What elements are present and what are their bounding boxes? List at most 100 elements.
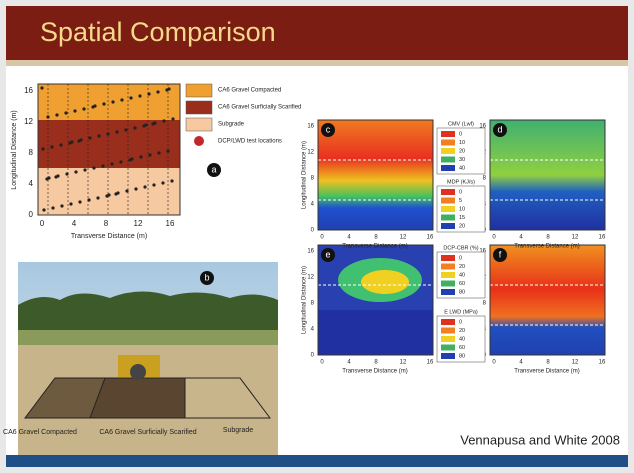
- test-location: [40, 86, 44, 90]
- section-subgrade: [184, 377, 271, 419]
- x-tick-label: 0: [492, 360, 496, 366]
- test-location: [166, 149, 170, 153]
- legend-item: 20: [459, 223, 465, 229]
- test-location: [50, 145, 54, 149]
- legend-swatch: [441, 223, 455, 229]
- test-location: [167, 87, 171, 91]
- test-location: [119, 160, 123, 164]
- panel-label: f: [499, 249, 502, 259]
- legend-swatch: [441, 280, 455, 287]
- panel-label: d: [497, 124, 502, 134]
- test-location: [87, 198, 91, 202]
- legend-title: MDP (KJ/s): [447, 179, 475, 185]
- legend-swatch: [441, 353, 455, 359]
- legend-swatch: [441, 156, 455, 163]
- y-tick-label: 8: [483, 176, 487, 182]
- test-location: [120, 98, 124, 102]
- x-axis-label: Transverse Distance (m): [514, 244, 579, 250]
- x-tick-label: 0: [320, 360, 324, 366]
- x-tick-label: 8: [104, 219, 109, 228]
- y-tick-label: 4: [29, 179, 34, 188]
- legend-item: 20: [459, 264, 465, 270]
- test-location: [55, 113, 59, 117]
- legend-swatch: [441, 255, 455, 261]
- y-tick-label: 0: [311, 228, 315, 234]
- photo-label: CA6 Gravel Surficially Scarified: [99, 429, 196, 436]
- test-location: [124, 128, 128, 132]
- y-axis-label: Longitudinal Distance (m): [11, 110, 18, 189]
- legend-item: 0: [459, 131, 462, 137]
- legend-label: DCP/LWD test locations: [218, 139, 282, 145]
- map-frame: [317, 244, 434, 356]
- test-location: [125, 189, 129, 193]
- legend-item: 40: [459, 165, 465, 171]
- layer-compacted: [38, 84, 180, 120]
- y-tick-label: 8: [483, 301, 487, 307]
- test-location: [106, 132, 110, 136]
- section-scarified: [89, 377, 196, 419]
- panel-badge: [493, 248, 507, 262]
- legend-swatch: [441, 139, 455, 146]
- x-axis-label: Transverse Distance (m): [342, 369, 407, 375]
- test-location: [152, 183, 156, 187]
- legend-swatch: [441, 289, 455, 295]
- roller-drum: [130, 364, 146, 380]
- map-d: [490, 120, 605, 230]
- legend-item: 40: [459, 336, 465, 342]
- test-location: [144, 123, 148, 127]
- test-location: [46, 115, 50, 119]
- x-tick-label: 4: [347, 235, 351, 241]
- legend-label: CA6 Gravel Compacted: [218, 88, 281, 94]
- test-location: [47, 176, 51, 180]
- map-e-band: [318, 310, 433, 355]
- test-location: [41, 147, 45, 151]
- y-tick-label: 8: [311, 301, 315, 307]
- test-location: [60, 204, 64, 208]
- test-location: [59, 143, 63, 147]
- test-location: [110, 162, 114, 166]
- x-tick-label: 8: [546, 360, 550, 366]
- citation: Vennapusa and White 2008: [460, 432, 620, 447]
- y-tick-label: 16: [307, 249, 314, 255]
- legend-swatch: [441, 336, 455, 342]
- legend-swatch: [185, 117, 213, 132]
- x-tick-label: 4: [519, 360, 523, 366]
- legend-swatch: [441, 344, 455, 351]
- test-location: [153, 121, 157, 125]
- test-location: [148, 153, 152, 157]
- test-location: [170, 179, 174, 183]
- legend-item: 30: [459, 157, 465, 163]
- test-location: [74, 170, 78, 174]
- legend-item: 60: [459, 345, 465, 351]
- legend-item: 20: [459, 328, 465, 334]
- y-tick-label: 0: [29, 210, 34, 219]
- map-frame: [489, 244, 606, 356]
- x-tick-label: 4: [519, 235, 523, 241]
- panel-badge: [493, 123, 507, 137]
- x-axis-label: Transverse Distance (m): [342, 244, 407, 250]
- test-location: [133, 126, 137, 130]
- legend-swatch: [441, 197, 455, 204]
- test-location: [101, 164, 105, 168]
- test-location: [79, 138, 83, 142]
- field: [18, 330, 278, 345]
- y-tick-label: 8: [311, 176, 315, 182]
- test-location: [116, 191, 120, 195]
- test-location: [70, 140, 74, 144]
- legend-swatch: [185, 100, 213, 115]
- test-location: [107, 193, 111, 197]
- test-location: [171, 117, 175, 121]
- legend-item: 0: [459, 319, 462, 325]
- test-location: [129, 96, 133, 100]
- test-location: [161, 181, 165, 185]
- test-location: [157, 151, 161, 155]
- test-location: [73, 109, 77, 113]
- legend-label: Subgrade: [218, 122, 245, 128]
- legend-item: 5: [459, 198, 462, 204]
- maps: [318, 120, 605, 355]
- y-axis-label: Longitudinal Distance (m): [302, 266, 308, 334]
- y-tick-label: 12: [307, 150, 314, 156]
- x-tick-label: 4: [347, 360, 351, 366]
- y-tick-label: 0: [311, 353, 315, 359]
- legend-item: 15: [459, 215, 465, 221]
